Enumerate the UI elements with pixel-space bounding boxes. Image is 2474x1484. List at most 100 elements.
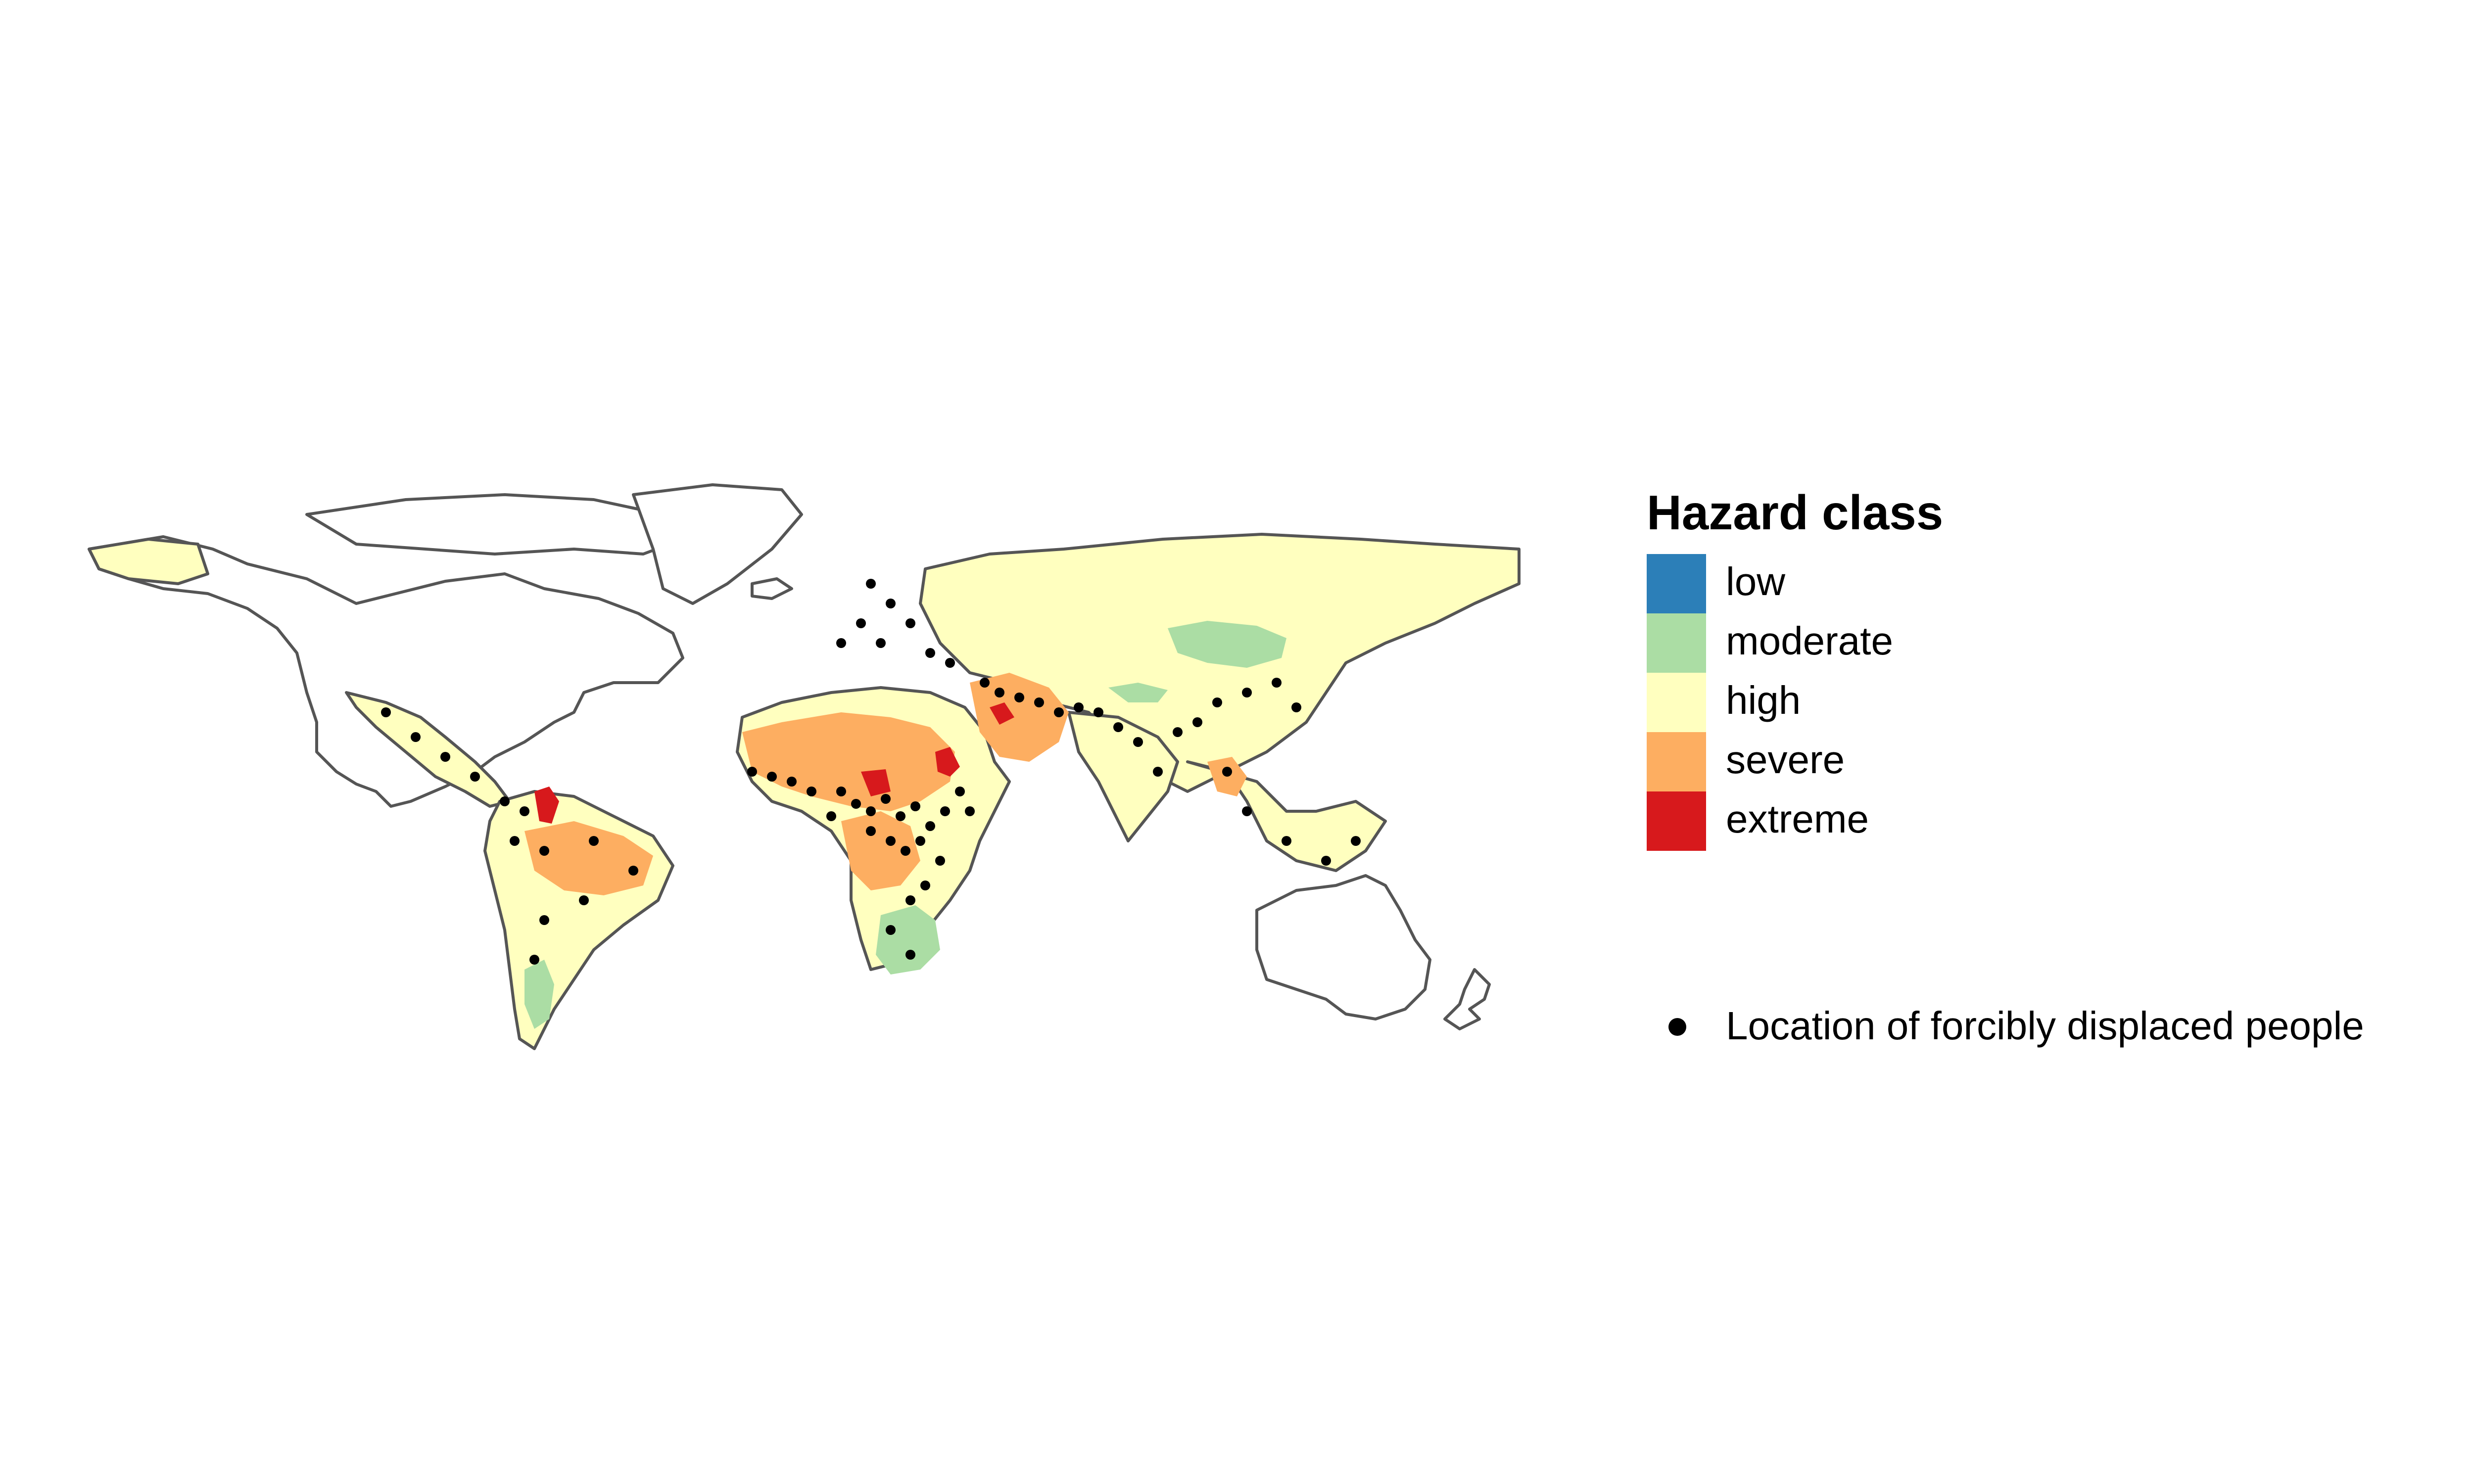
displacement-point bbox=[1222, 767, 1232, 777]
displacement-point bbox=[851, 799, 861, 809]
displacement-point bbox=[876, 638, 886, 648]
displacement-point bbox=[1094, 707, 1103, 717]
displacement-point bbox=[886, 925, 896, 935]
displacement-point bbox=[1054, 707, 1064, 717]
displacement-point bbox=[529, 955, 539, 965]
displacement-point bbox=[915, 836, 925, 846]
legend-item-moderate: moderate bbox=[1647, 613, 2043, 673]
displacement-point bbox=[1242, 688, 1252, 697]
displacement-points bbox=[381, 579, 1361, 965]
displacement-point bbox=[807, 787, 816, 796]
displacement-point bbox=[866, 826, 876, 836]
displacement-point bbox=[628, 866, 638, 876]
displacement-point bbox=[995, 688, 1004, 697]
displacement-point bbox=[905, 950, 915, 960]
legend-swatch-severe bbox=[1647, 732, 1706, 791]
australia bbox=[1255, 874, 1431, 1020]
displacement-point bbox=[925, 648, 935, 658]
displacement-point bbox=[1192, 717, 1202, 727]
mongolia-region bbox=[1168, 621, 1286, 668]
displacement-point bbox=[579, 895, 589, 905]
displacement-point bbox=[1034, 697, 1044, 707]
alaska bbox=[88, 538, 209, 585]
amazon-region bbox=[524, 821, 653, 895]
legend-swatch-low bbox=[1647, 554, 1706, 613]
displacement-point bbox=[866, 806, 876, 816]
legend-item-severe: severe bbox=[1647, 732, 2043, 791]
displacement-point bbox=[539, 915, 549, 925]
displacement-point-key bbox=[1668, 1018, 1686, 1036]
legend-label-severe: severe bbox=[1726, 738, 1845, 782]
legend-title: Hazard class bbox=[1647, 485, 1944, 540]
displacement-point bbox=[905, 618, 915, 628]
legend-swatch-high bbox=[1647, 673, 1706, 732]
displacement-point bbox=[747, 767, 757, 777]
displacement-point bbox=[901, 846, 910, 856]
displacement-point bbox=[940, 806, 950, 816]
displacement-point bbox=[836, 638, 846, 648]
displacement-point bbox=[767, 772, 777, 782]
legend-item-extreme: extreme bbox=[1647, 791, 2043, 851]
new-zealand bbox=[1443, 968, 1491, 1030]
central-africa-region bbox=[841, 811, 920, 890]
displacement-point bbox=[1272, 678, 1282, 688]
hazard-severe-areas bbox=[524, 673, 1247, 895]
south-asia-region bbox=[1067, 711, 1179, 842]
displacement-point bbox=[945, 658, 955, 668]
displacement-point bbox=[787, 777, 797, 787]
hazard-extreme-areas bbox=[534, 702, 1014, 824]
displacement-point bbox=[920, 881, 930, 890]
displacement-point bbox=[866, 579, 876, 589]
displacement-point bbox=[925, 821, 935, 831]
displacement-point bbox=[1242, 806, 1252, 816]
displacement-point bbox=[1282, 836, 1291, 846]
displacement-point bbox=[1153, 767, 1163, 777]
displacement-point bbox=[1113, 722, 1123, 732]
greenland bbox=[632, 483, 803, 605]
arabia-extreme-region bbox=[990, 702, 1014, 725]
displacement-point bbox=[520, 806, 529, 816]
displacement-point bbox=[980, 678, 990, 688]
legend-item-high: high bbox=[1647, 673, 2043, 732]
southern-africa-region bbox=[876, 905, 940, 974]
displacement-point bbox=[1291, 702, 1301, 712]
displacement-point bbox=[1321, 856, 1331, 866]
displacement-point bbox=[910, 801, 920, 811]
legend-label-extreme: extreme bbox=[1726, 797, 1869, 841]
north-america-region bbox=[88, 535, 684, 808]
displacement-point bbox=[905, 895, 915, 905]
middle-east-region bbox=[970, 673, 1069, 762]
horn-of-africa-extreme-region bbox=[935, 747, 960, 777]
venezuela-region bbox=[534, 787, 559, 824]
legend-label-high: high bbox=[1726, 678, 1801, 722]
displacement-point bbox=[1212, 697, 1222, 707]
displacement-point bbox=[896, 811, 905, 821]
displacement-point bbox=[886, 836, 896, 846]
displacement-point bbox=[935, 856, 945, 866]
displacement-point bbox=[965, 806, 975, 816]
displacement-point bbox=[955, 787, 965, 796]
sahara-sahel-region bbox=[742, 712, 955, 811]
southeast-asia-region bbox=[1186, 760, 1387, 872]
displacement-point bbox=[1133, 737, 1143, 747]
canadian-arctic-islands bbox=[305, 493, 684, 556]
displacement-point bbox=[856, 618, 866, 628]
legend-item-low: low bbox=[1647, 554, 2043, 613]
displacement-point bbox=[836, 787, 846, 796]
displacement-point bbox=[539, 846, 549, 856]
displacement-point bbox=[411, 732, 421, 742]
tibet-region bbox=[1108, 683, 1168, 702]
no-data-regions bbox=[88, 483, 1491, 1030]
displacement-point bbox=[886, 599, 896, 608]
displacement-point bbox=[881, 794, 891, 804]
displacement-point bbox=[826, 811, 836, 821]
displacement-point bbox=[440, 752, 450, 762]
legend-label-low: low bbox=[1726, 559, 1786, 603]
displacement-point bbox=[1074, 702, 1084, 712]
displacement-point bbox=[381, 707, 391, 717]
legend-item-displacement: Location of forcibly displaced people bbox=[1647, 999, 2463, 1059]
displacement-point bbox=[470, 772, 480, 782]
legend-swatch-moderate bbox=[1647, 613, 1706, 673]
